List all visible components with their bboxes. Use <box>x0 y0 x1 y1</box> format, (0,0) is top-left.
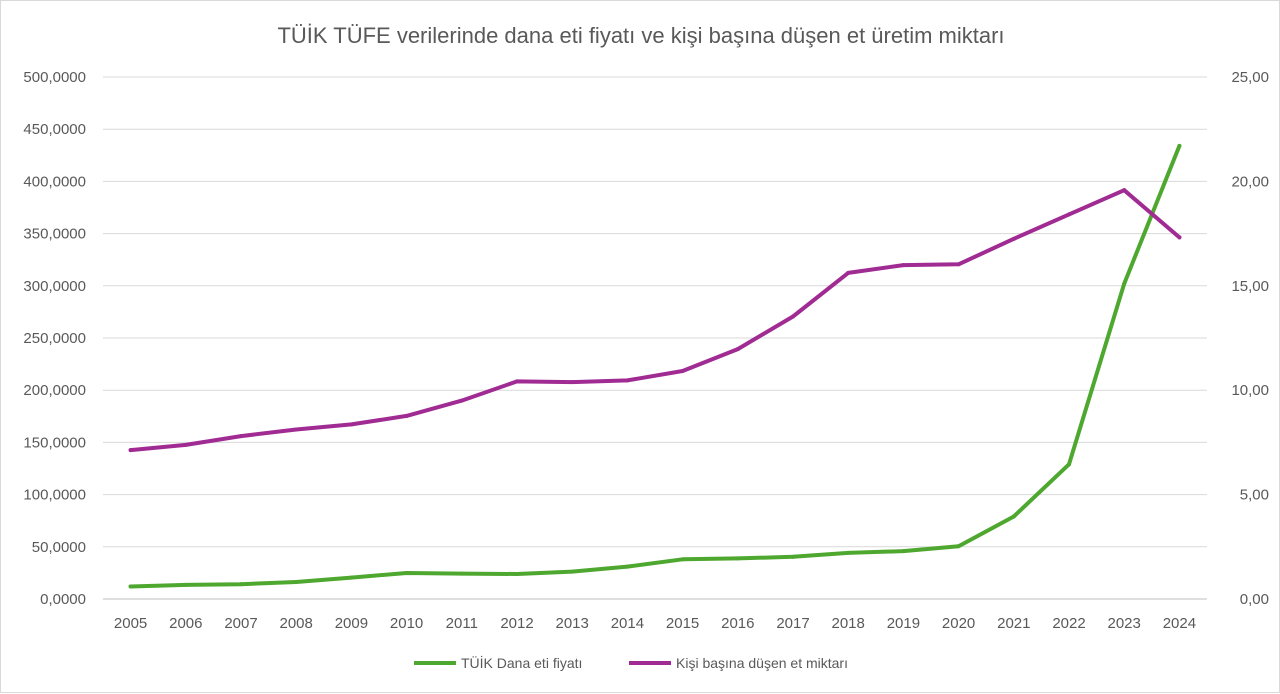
data-point <box>459 571 464 576</box>
right-tick-label: 0,00 <box>1240 591 1269 608</box>
data-point <box>294 579 299 584</box>
x-tick-label: 2019 <box>887 615 920 632</box>
right-tick-label: 20,00 <box>1231 173 1269 190</box>
left-tick-label: 250,0000 <box>23 330 86 347</box>
x-tick-label: 2008 <box>280 615 313 632</box>
left-tick-label: 200,0000 <box>23 382 86 399</box>
x-tick-label: 2022 <box>1052 615 1085 632</box>
left-tick-label: 350,0000 <box>23 226 86 243</box>
gridlines <box>103 76 1207 600</box>
left-tick-label: 450,0000 <box>23 121 86 138</box>
data-point <box>1177 235 1182 240</box>
data-point <box>791 314 795 319</box>
x-tick-label: 2009 <box>335 615 368 632</box>
data-point <box>515 379 519 384</box>
chart-title: TÜİK TÜFE verilerinde dana eti fiyatı ve… <box>277 23 1004 48</box>
legend-label-et-miktari: Kişi başına düşen et miktarı <box>676 655 848 671</box>
data-point <box>515 572 519 577</box>
right-tick-label: 25,00 <box>1231 69 1269 86</box>
x-tick-label: 2013 <box>556 615 589 632</box>
data-point <box>680 557 685 562</box>
x-tick-label: 2017 <box>776 615 809 632</box>
data-point <box>680 368 685 373</box>
right-tick-label: 15,00 <box>1231 278 1269 295</box>
data-point <box>404 571 409 576</box>
right-axis-ticks: 0,00 5,00 10,00 15,00 20,00 25,00 <box>1231 69 1269 608</box>
legend: TÜİK Dana eti fiyatı Kişi başına düşen e… <box>414 654 848 671</box>
x-tick-label: 2014 <box>611 615 644 632</box>
x-tick-label: 2016 <box>721 615 754 632</box>
x-tick-label: 2020 <box>942 615 975 632</box>
data-point <box>404 413 409 418</box>
data-point <box>1067 462 1071 467</box>
data-point <box>1011 514 1016 519</box>
data-point <box>570 380 575 385</box>
data-point <box>625 378 630 383</box>
x-tick-label: 2015 <box>666 615 699 632</box>
data-point <box>128 448 133 453</box>
data-point <box>625 564 630 569</box>
series-line-0 <box>128 143 1182 589</box>
x-tick-label: 2023 <box>1108 615 1141 632</box>
data-point <box>1177 143 1182 148</box>
x-tick-label: 2024 <box>1163 615 1196 632</box>
data-point <box>735 347 740 352</box>
x-axis-ticks: 2005 2006 2007 2008 2009 2010 2011 2012 2013 2014… <box>114 615 1196 632</box>
left-axis-ticks: 0,0000 50,0000 100,0000 150,0000 200,0000 250… <box>23 69 86 608</box>
data-point <box>1122 281 1127 286</box>
left-tick-label: 50,0000 <box>32 539 86 556</box>
legend-label-dana-eti-fiyati: TÜİK Dana eti fiyatı <box>461 654 582 671</box>
x-tick-label: 2007 <box>224 615 257 632</box>
x-tick-label: 2021 <box>997 615 1030 632</box>
series-lines <box>128 143 1182 589</box>
data-point <box>349 575 354 580</box>
x-tick-label: 2018 <box>832 615 865 632</box>
data-point <box>459 398 464 403</box>
data-point <box>128 584 133 589</box>
data-point <box>901 549 906 554</box>
series-line-1 <box>128 188 1182 453</box>
data-point <box>570 569 575 574</box>
data-point <box>349 422 354 427</box>
data-point <box>846 270 851 275</box>
data-point <box>1011 236 1016 241</box>
data-point <box>956 262 961 267</box>
data-point <box>294 427 299 432</box>
data-point <box>1122 188 1127 193</box>
left-tick-label: 400,0000 <box>23 173 86 190</box>
data-point <box>901 263 906 268</box>
left-tick-label: 500,0000 <box>23 69 86 86</box>
x-tick-label: 2005 <box>114 615 147 632</box>
x-tick-label: 2012 <box>500 615 533 632</box>
left-tick-label: 300,0000 <box>23 278 86 295</box>
x-tick-label: 2010 <box>390 615 423 632</box>
data-point <box>183 442 188 447</box>
data-point <box>1067 212 1071 217</box>
left-tick-label: 150,0000 <box>23 434 86 451</box>
data-point <box>239 582 243 587</box>
x-tick-label: 2011 <box>446 615 478 632</box>
data-point <box>791 554 795 559</box>
left-tick-label: 0,0000 <box>40 591 86 608</box>
data-point <box>239 434 243 439</box>
left-tick-label: 100,0000 <box>23 487 86 504</box>
data-point <box>183 582 188 587</box>
right-tick-label: 10,00 <box>1231 382 1269 399</box>
data-point <box>735 556 740 561</box>
x-tick-label: 2006 <box>169 615 202 632</box>
data-point <box>846 550 851 555</box>
data-point <box>956 544 961 549</box>
right-tick-label: 5,00 <box>1240 487 1269 504</box>
